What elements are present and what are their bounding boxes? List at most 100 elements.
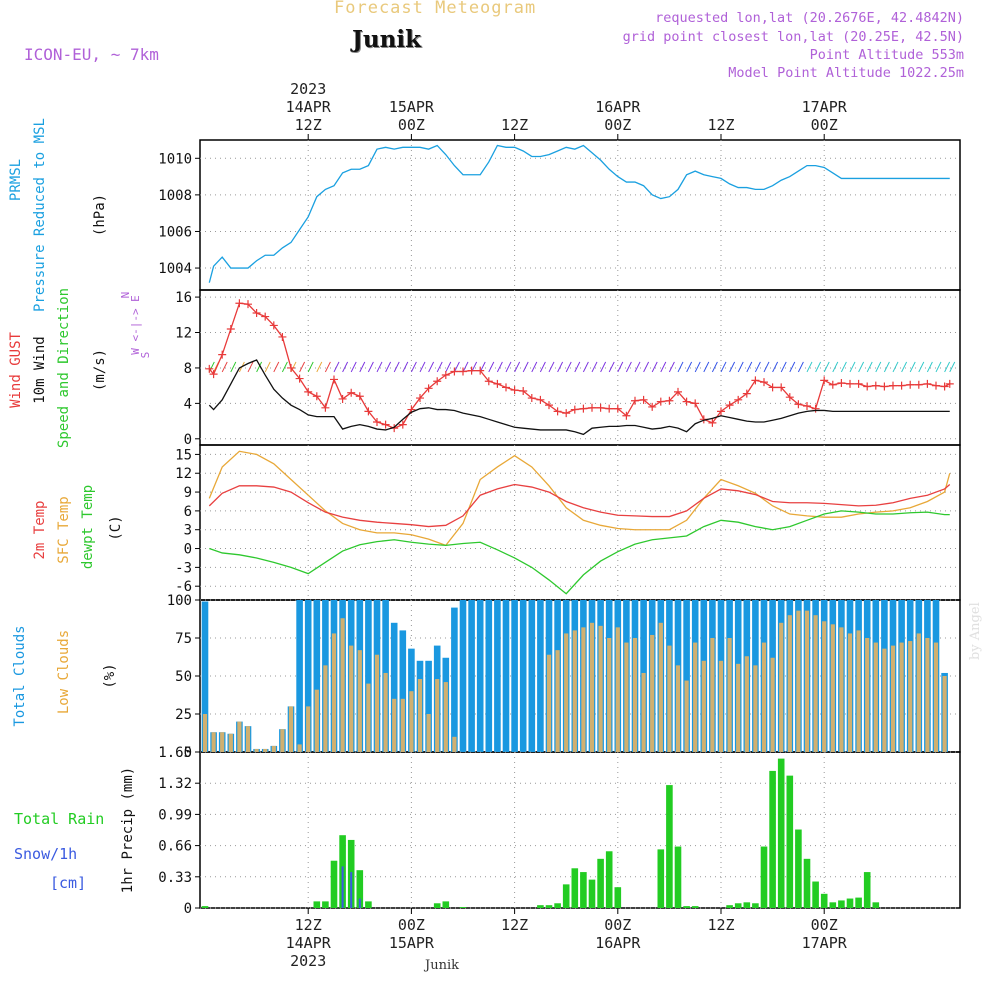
rain-bar (674, 846, 682, 908)
compass-text-0: N (119, 292, 132, 299)
rain-bar (657, 849, 665, 908)
gust-point (459, 367, 467, 376)
wind-direction-arrow (634, 361, 641, 373)
precip-label: 1hr Precip (mm) (120, 767, 136, 893)
wind-direction-arrow (359, 361, 366, 373)
y-tick-label: 1.65 (158, 745, 192, 761)
wind-direction-arrow (548, 361, 555, 373)
low-cloud-bar (761, 642, 767, 752)
rain-bar (829, 902, 837, 908)
gust-point (665, 396, 674, 405)
y-tick-label: 75 (175, 631, 192, 647)
gust-line (208, 302, 951, 429)
wind-direction-arrow (866, 361, 873, 373)
gust-point (338, 394, 347, 403)
low-cloud-bar (770, 657, 775, 752)
wind-direction-arrow (901, 361, 908, 373)
gust-point (364, 407, 373, 416)
gust-point (691, 399, 700, 408)
gust-point (760, 378, 768, 387)
low-cloud-bar (873, 642, 878, 752)
y-tick-label: 12 (175, 326, 192, 342)
model-altitude: Model Point Altitude 1022.25m (728, 65, 964, 81)
rain-bar (795, 829, 802, 908)
top-time-label: 12Z (501, 116, 528, 134)
bottom-time-label: 14APR (286, 934, 332, 952)
low-cloud-bar (615, 627, 620, 752)
y-tick-label: 0 (184, 901, 192, 917)
gust-point (527, 394, 536, 403)
low-cloud-bar (349, 645, 354, 752)
rain-bar (201, 906, 209, 908)
rain-bar (752, 903, 759, 908)
rain-bar (313, 901, 321, 908)
low-cloud-bar (675, 665, 681, 752)
dewpt-label: dewpt Temp (80, 485, 96, 569)
total-cloud-bar (528, 600, 536, 752)
gust-point (502, 383, 510, 392)
wind-direction-arrow (419, 361, 426, 373)
pressure-label-2: Pressure Reduced to MSL (32, 118, 48, 312)
low-cloud-bar (607, 638, 612, 752)
gust-point (605, 404, 614, 413)
y-tick-label: 0 (184, 745, 192, 761)
wind-direction-arrow (445, 361, 452, 373)
total-cloud-bar (425, 660, 432, 752)
rain-bar (820, 893, 828, 908)
low-cloud-bar (383, 672, 388, 752)
wind-direction-arrow (772, 361, 779, 373)
gust-point (734, 395, 743, 404)
wind-direction-arrow (686, 361, 693, 373)
gust-point (441, 371, 450, 380)
wind-direction-arrow (625, 361, 632, 373)
compass-text-1: W <-|-> E (129, 295, 142, 355)
low-cloud-bar (323, 665, 328, 752)
wind-direction-arrow (230, 361, 237, 373)
rain-bar (554, 903, 561, 908)
low-cloud-bar (641, 672, 646, 752)
low-cloud-bar (228, 733, 233, 752)
sfc-temp-line (208, 450, 951, 547)
y-tick-label: 1010 (158, 151, 192, 167)
low-cloud-bar (426, 714, 431, 752)
gust-point (476, 366, 485, 375)
wind-direction-arrow (574, 361, 581, 373)
gust-point (467, 366, 476, 375)
low-cloud-bar (830, 624, 835, 752)
wind-direction-arrow (746, 361, 753, 373)
wind-direction-arrow (617, 361, 624, 373)
gust-point (932, 381, 940, 390)
wind-direction-arrow (651, 361, 658, 373)
wind-direction-arrow (815, 361, 822, 373)
gust-point (381, 420, 390, 429)
wind-direction-arrow (737, 361, 744, 373)
panel-frame-4 (199, 751, 961, 909)
total-cloud-bar (390, 622, 398, 752)
point-altitude: Point Altitude 553m (809, 47, 964, 63)
wind-direction-arrow (514, 361, 521, 373)
low-cloud-bar (693, 642, 698, 752)
wind-direction-arrow (660, 361, 667, 373)
rain-bar (356, 870, 364, 908)
wind-label: 10m Wind (32, 336, 48, 403)
gust-point (820, 376, 829, 385)
gust-point (424, 384, 433, 393)
total-cloud-bar (304, 600, 312, 752)
wind-speed-direction-label: Speed and Direction (56, 288, 72, 448)
gust-point (209, 370, 218, 379)
wind-direction-arrow (539, 361, 546, 373)
gust-point (725, 401, 734, 410)
low-cloud-bar (753, 665, 758, 752)
wind-direction-arrow (273, 361, 280, 373)
wind-direction-arrow (290, 361, 297, 373)
wind-direction-arrow (496, 361, 503, 373)
low-cloud-bar (856, 630, 861, 752)
model-name: ICON-EU, ~ 7km (24, 45, 159, 64)
gust-point (656, 397, 665, 406)
y-tick-label: 16 (175, 290, 192, 306)
low-cloud-bar (314, 689, 319, 752)
rain-bar (743, 902, 751, 908)
bottom-time-label: 00Z (811, 916, 838, 934)
wind-direction-arrow (324, 361, 331, 373)
low-cloud-bar (271, 745, 276, 752)
